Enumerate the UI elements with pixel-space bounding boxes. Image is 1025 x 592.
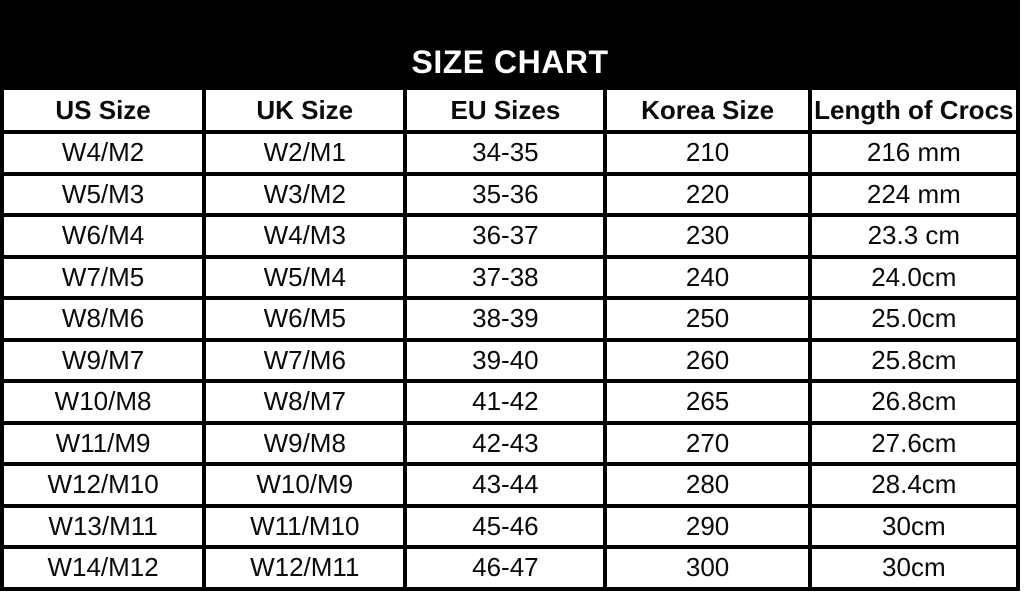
cell-us-size: W11/M9 xyxy=(0,420,207,466)
cell-eu-sizes: 35-36 xyxy=(403,171,608,217)
cell-korea-size: 240 xyxy=(603,254,812,300)
cell-length-of-crocs: 216 mm xyxy=(807,130,1021,176)
cell-korea-size: 220 xyxy=(603,171,812,217)
cell-eu-sizes: 45-46 xyxy=(403,503,608,549)
cell-length-of-crocs: 23.3 cm xyxy=(807,213,1021,259)
cell-eu-sizes: 38-39 xyxy=(403,296,608,342)
table-row: W11/M9 W9/M8 42-43 270 27.6cm xyxy=(0,420,1021,466)
cell-length-of-crocs: 30cm xyxy=(807,503,1021,549)
cell-uk-size: W11/M10 xyxy=(202,503,408,549)
table-row: W8/M6 W6/M5 38-39 250 25.0cm xyxy=(0,296,1021,342)
cell-korea-size: 265 xyxy=(603,379,812,425)
cell-length-of-crocs: 27.6cm xyxy=(807,420,1021,466)
table-header-row: US Size UK Size EU Sizes Korea Size Length o… xyxy=(0,86,1021,134)
column-header-eu-sizes: EU Sizes xyxy=(403,86,608,134)
cell-korea-size: 280 xyxy=(603,462,812,508)
cell-length-of-crocs: 24.0cm xyxy=(807,254,1021,300)
cell-uk-size: W4/M3 xyxy=(202,213,408,259)
cell-us-size: W4/M2 xyxy=(0,130,207,176)
cell-uk-size: W8/M7 xyxy=(202,379,408,425)
cell-eu-sizes: 36-37 xyxy=(403,213,608,259)
cell-uk-size: W6/M5 xyxy=(202,296,408,342)
size-table: US Size UK Size EU Sizes Korea Size Length o… xyxy=(0,86,1021,591)
cell-us-size: W8/M6 xyxy=(0,296,207,342)
table-row: W13/M11 W11/M10 45-46 290 30cm xyxy=(0,503,1021,549)
cell-korea-size: 230 xyxy=(603,213,812,259)
cell-length-of-crocs: 30cm xyxy=(807,545,1021,591)
column-header-length-of-crocs: Length of Crocs xyxy=(807,86,1021,134)
cell-korea-size: 290 xyxy=(603,503,812,549)
cell-length-of-crocs: 25.8cm xyxy=(807,337,1021,383)
cell-us-size: W12/M10 xyxy=(0,462,207,508)
table-row: W14/M12 W12/M11 46-47 300 30cm xyxy=(0,545,1021,591)
cell-us-size: W5/M3 xyxy=(0,171,207,217)
cell-eu-sizes: 37-38 xyxy=(403,254,608,300)
table-row: W5/M3 W3/M2 35-36 220 224 mm xyxy=(0,171,1021,217)
column-header-us-size: US Size xyxy=(0,86,207,134)
cell-uk-size: W2/M1 xyxy=(202,130,408,176)
cell-uk-size: W5/M4 xyxy=(202,254,408,300)
cell-length-of-crocs: 28.4cm xyxy=(807,462,1021,508)
cell-length-of-crocs: 224 mm xyxy=(807,171,1021,217)
column-header-korea-size: Korea Size xyxy=(603,86,812,134)
cell-uk-size: W12/M11 xyxy=(202,545,408,591)
cell-uk-size: W10/M9 xyxy=(202,462,408,508)
cell-eu-sizes: 34-35 xyxy=(403,130,608,176)
cell-eu-sizes: 42-43 xyxy=(403,420,608,466)
cell-us-size: W14/M12 xyxy=(0,545,207,591)
cell-uk-size: W9/M8 xyxy=(202,420,408,466)
cell-eu-sizes: 41-42 xyxy=(403,379,608,425)
cell-uk-size: W7/M6 xyxy=(202,337,408,383)
cell-korea-size: 300 xyxy=(603,545,812,591)
cell-korea-size: 270 xyxy=(603,420,812,466)
cell-us-size: W7/M5 xyxy=(0,254,207,300)
table-row: W10/M8 W8/M7 41-42 265 26.8cm xyxy=(0,379,1021,425)
cell-us-size: W6/M4 xyxy=(0,213,207,259)
cell-us-size: W10/M8 xyxy=(0,379,207,425)
table-row: W9/M7 W7/M6 39-40 260 25.8cm xyxy=(0,337,1021,383)
cell-us-size: W13/M11 xyxy=(0,503,207,549)
cell-korea-size: 260 xyxy=(603,337,812,383)
table-row: W4/M2 W2/M1 34-35 210 216 mm xyxy=(0,130,1021,176)
cell-length-of-crocs: 25.0cm xyxy=(807,296,1021,342)
table-row: W7/M5 W5/M4 37-38 240 24.0cm xyxy=(0,254,1021,300)
title-band: SIZE CHART xyxy=(0,0,1020,86)
column-header-uk-size: UK Size xyxy=(202,86,408,134)
cell-korea-size: 210 xyxy=(603,130,812,176)
cell-korea-size: 250 xyxy=(603,296,812,342)
cell-eu-sizes: 39-40 xyxy=(403,337,608,383)
table-row: W12/M10 W10/M9 43-44 280 28.4cm xyxy=(0,462,1021,508)
chart-title: SIZE CHART xyxy=(411,44,609,80)
cell-us-size: W9/M7 xyxy=(0,337,207,383)
cell-length-of-crocs: 26.8cm xyxy=(807,379,1021,425)
table-row: W6/M4 W4/M3 36-37 230 23.3 cm xyxy=(0,213,1021,259)
cell-eu-sizes: 43-44 xyxy=(403,462,608,508)
cell-uk-size: W3/M2 xyxy=(202,171,408,217)
cell-eu-sizes: 46-47 xyxy=(403,545,608,591)
